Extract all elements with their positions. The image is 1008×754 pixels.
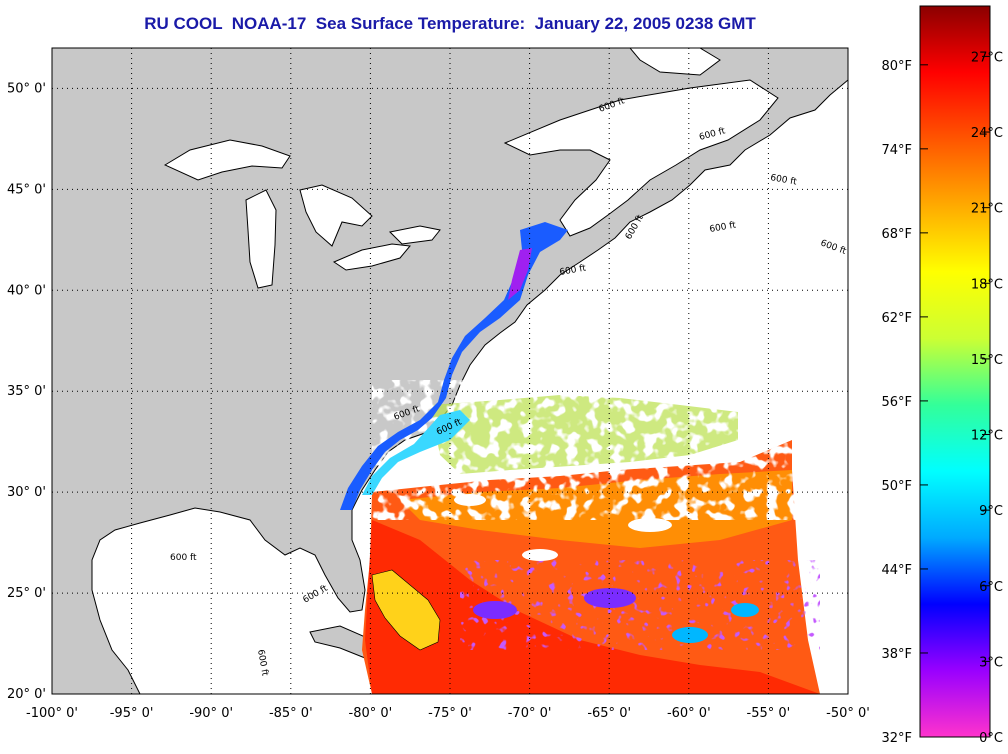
contour-label: 600 ft (255, 649, 270, 677)
fahrenheit-tick-label: 62°F (881, 311, 912, 326)
lon-tick-label: -75° 0' (428, 706, 472, 721)
lon-tick-label: -95° 0' (110, 706, 154, 721)
lon-tick-label: -90° 0' (189, 706, 233, 721)
lat-tick-label: 45° 0' (7, 182, 46, 197)
gulf-st-lawrence (503, 79, 779, 237)
sst-red-core (365, 520, 820, 694)
celsius-tick-label: 27°C (971, 50, 1003, 65)
contour-label: 600 ft (769, 173, 797, 188)
lon-tick-label: -55° 0' (747, 706, 791, 721)
lat-tick-label: 25° 0' (7, 586, 46, 601)
fahrenheit-tick-label: 38°F (881, 647, 912, 662)
fahrenheit-tick-label: 68°F (881, 227, 912, 242)
fahrenheit-tick-label: 74°F (881, 143, 912, 158)
map-title: RU COOL NOAA-17 Sea Surface Temperature:… (144, 14, 756, 33)
fahrenheit-tick-label: 32°F (881, 731, 912, 746)
lat-tick-label: 40° 0' (7, 283, 46, 298)
fahrenheit-tick-label: 80°F (881, 59, 912, 74)
lon-tick-label: -70° 0' (508, 706, 552, 721)
longitude-labels: -100° 0' -95° 0' -90° 0' -85° 0' -80° 0' -75°… (26, 706, 870, 721)
lat-tick-label: 50° 0' (7, 81, 46, 96)
sst-cloud-speckle (372, 380, 812, 520)
fahrenheit-tick-label: 44°F (881, 563, 912, 578)
sst-cold-speckle (460, 560, 820, 650)
great-lakes (163, 139, 441, 289)
sst-coastal-violet (508, 248, 532, 300)
hudson-bay-edge (629, 48, 721, 76)
lon-tick-label: -85° 0' (269, 706, 313, 721)
lat-tick-label: 30° 0' (7, 485, 46, 500)
bahamas-bank (371, 569, 441, 651)
lat-tick-label: 35° 0' (7, 384, 46, 399)
celsius-tick-label: 24°C (971, 126, 1003, 141)
sst-cool-eddies (454, 494, 759, 643)
colorbar-celsius-labels: 0°C 3°C 6°C 9°C 12°C 15°C 18°C 21°C 24°C 27°C (971, 50, 1003, 746)
fahrenheit-tick-label: 56°F (881, 395, 912, 410)
latitude-labels: 50° 0' 45° 0' 40° 0' 35° 0' 30° 0' 25° 0' 20° … (7, 81, 46, 702)
lon-tick-label: -100° 0' (26, 706, 78, 721)
celsius-tick-label: 21°C (971, 202, 1003, 217)
colorbar-fahrenheit-labels: 32°F 38°F 44°F 50°F 56°F 62°F 68°F 74°F 80°F (881, 59, 928, 746)
colorbar (919, 5, 991, 738)
lon-tick-label: -50° 0' (826, 706, 870, 721)
map-area (52, 48, 848, 694)
lon-tick-label: -65° 0' (587, 706, 631, 721)
contour-label: 600 ft (709, 220, 737, 235)
celsius-tick-label: 18°C (971, 277, 1003, 292)
sst-coastal-cyan (362, 410, 470, 495)
lon-tick-label: -60° 0' (667, 706, 711, 721)
contour-label: 600 ft (170, 553, 197, 563)
celsius-tick-label: 12°C (971, 429, 1003, 444)
celsius-tick-label: 3°C (979, 655, 1003, 670)
lat-tick-label: 20° 0' (7, 687, 46, 702)
celsius-tick-label: 9°C (979, 504, 1003, 519)
lon-tick-label: -80° 0' (349, 706, 393, 721)
fahrenheit-tick-label: 50°F (881, 479, 912, 494)
celsius-tick-label: 6°C (979, 580, 1003, 595)
contour-label: 600 ft (559, 263, 587, 278)
celsius-tick-label: 0°C (979, 731, 1003, 746)
celsius-tick-label: 15°C (971, 353, 1003, 368)
